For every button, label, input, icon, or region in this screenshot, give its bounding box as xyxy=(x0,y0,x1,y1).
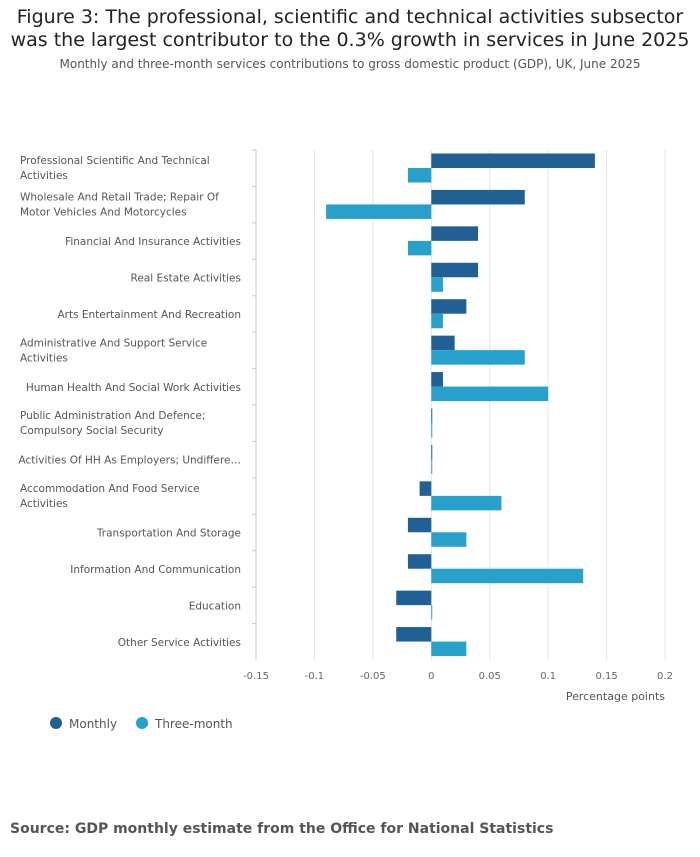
x-axis-label: Percentage points xyxy=(566,690,665,703)
category-label: Human Health And Social Work Activities xyxy=(26,382,241,394)
bar-three-month xyxy=(407,240,432,256)
category-label: Real Estate Activities xyxy=(131,273,241,285)
x-tick-label: 0.15 xyxy=(595,671,617,682)
category-label: Education xyxy=(189,600,241,612)
x-tick-label: -0.05 xyxy=(360,671,386,682)
bar-three-month xyxy=(326,204,432,219)
bar-monthly xyxy=(419,481,432,496)
category-label: Activities xyxy=(20,498,68,510)
bar-monthly xyxy=(431,299,467,314)
bar-monthly xyxy=(431,153,595,168)
chart-title: Figure 3: The professional, scientific a… xyxy=(10,6,690,51)
bar-three-month xyxy=(431,495,502,511)
x-tick-label: 0.1 xyxy=(540,671,556,682)
category-label: Information And Communication xyxy=(70,564,241,576)
bar-three-month xyxy=(431,568,584,584)
bar-three-month xyxy=(431,350,525,365)
category-label: Accommodation And Food Service xyxy=(20,483,200,495)
category-label: Professional Scientific And Technical xyxy=(20,155,210,167)
bar-monthly xyxy=(396,627,432,642)
bar-monthly xyxy=(396,590,432,606)
bar-three-month xyxy=(431,641,467,657)
bar-monthly xyxy=(431,408,433,423)
x-tick-label: -0.1 xyxy=(305,671,325,682)
bar-monthly xyxy=(431,372,443,387)
category-label: Financial And Insurance Activities xyxy=(65,236,241,248)
source-note: Source: GDP monthly estimate from the Of… xyxy=(10,821,554,837)
category-label: Motor Vehicles And Motorcycles xyxy=(20,207,187,219)
bar-three-month xyxy=(407,168,432,183)
bar-monthly xyxy=(407,554,432,569)
bar-monthly xyxy=(431,262,479,278)
bar-monthly xyxy=(431,444,433,460)
legend-label: Three-month xyxy=(154,717,233,731)
category-label: Arts Entertainment And Recreation xyxy=(57,309,241,321)
bar-monthly xyxy=(431,335,455,351)
bar-three-month xyxy=(431,459,433,474)
category-label: Compulsory Social Security xyxy=(20,425,164,437)
bar-monthly xyxy=(431,189,525,205)
x-tick-label: 0.2 xyxy=(657,671,673,682)
bar-three-month xyxy=(431,605,433,620)
bar-three-month xyxy=(431,313,443,329)
bar-monthly xyxy=(407,517,432,533)
legend-marker-monthly xyxy=(50,717,62,729)
category-label: Activities xyxy=(20,170,68,182)
bar-three-month xyxy=(431,277,443,292)
category-label: Activities Of HH As Employers; Undiffere… xyxy=(18,455,241,467)
x-tick-label: 0 xyxy=(428,671,434,682)
category-label: Activities xyxy=(20,352,68,364)
chart-subtitle: Monthly and three-month services contrib… xyxy=(59,57,641,71)
category-label: Wholesale And Retail Trade; Repair Of xyxy=(20,192,219,204)
bar-three-month xyxy=(431,532,467,547)
category-label: Public Administration And Defence; xyxy=(20,410,206,422)
legend-marker-three-month xyxy=(136,717,148,729)
category-label: Other Service Activities xyxy=(118,637,241,649)
x-tick-label: 0.05 xyxy=(479,671,501,682)
category-label: Transportation And Storage xyxy=(96,528,241,540)
bar-three-month xyxy=(431,423,433,438)
category-label: Administrative And Support Service xyxy=(20,337,207,349)
bar-three-month xyxy=(431,386,549,402)
legend-label: Monthly xyxy=(69,717,117,731)
bar-monthly xyxy=(431,226,479,241)
bar-chart: -0.15 -0.1 -0.05 0 0.05 0.1 0.15 0.2 Percentage … xyxy=(18,149,673,731)
x-tick-label: -0.15 xyxy=(243,671,269,682)
